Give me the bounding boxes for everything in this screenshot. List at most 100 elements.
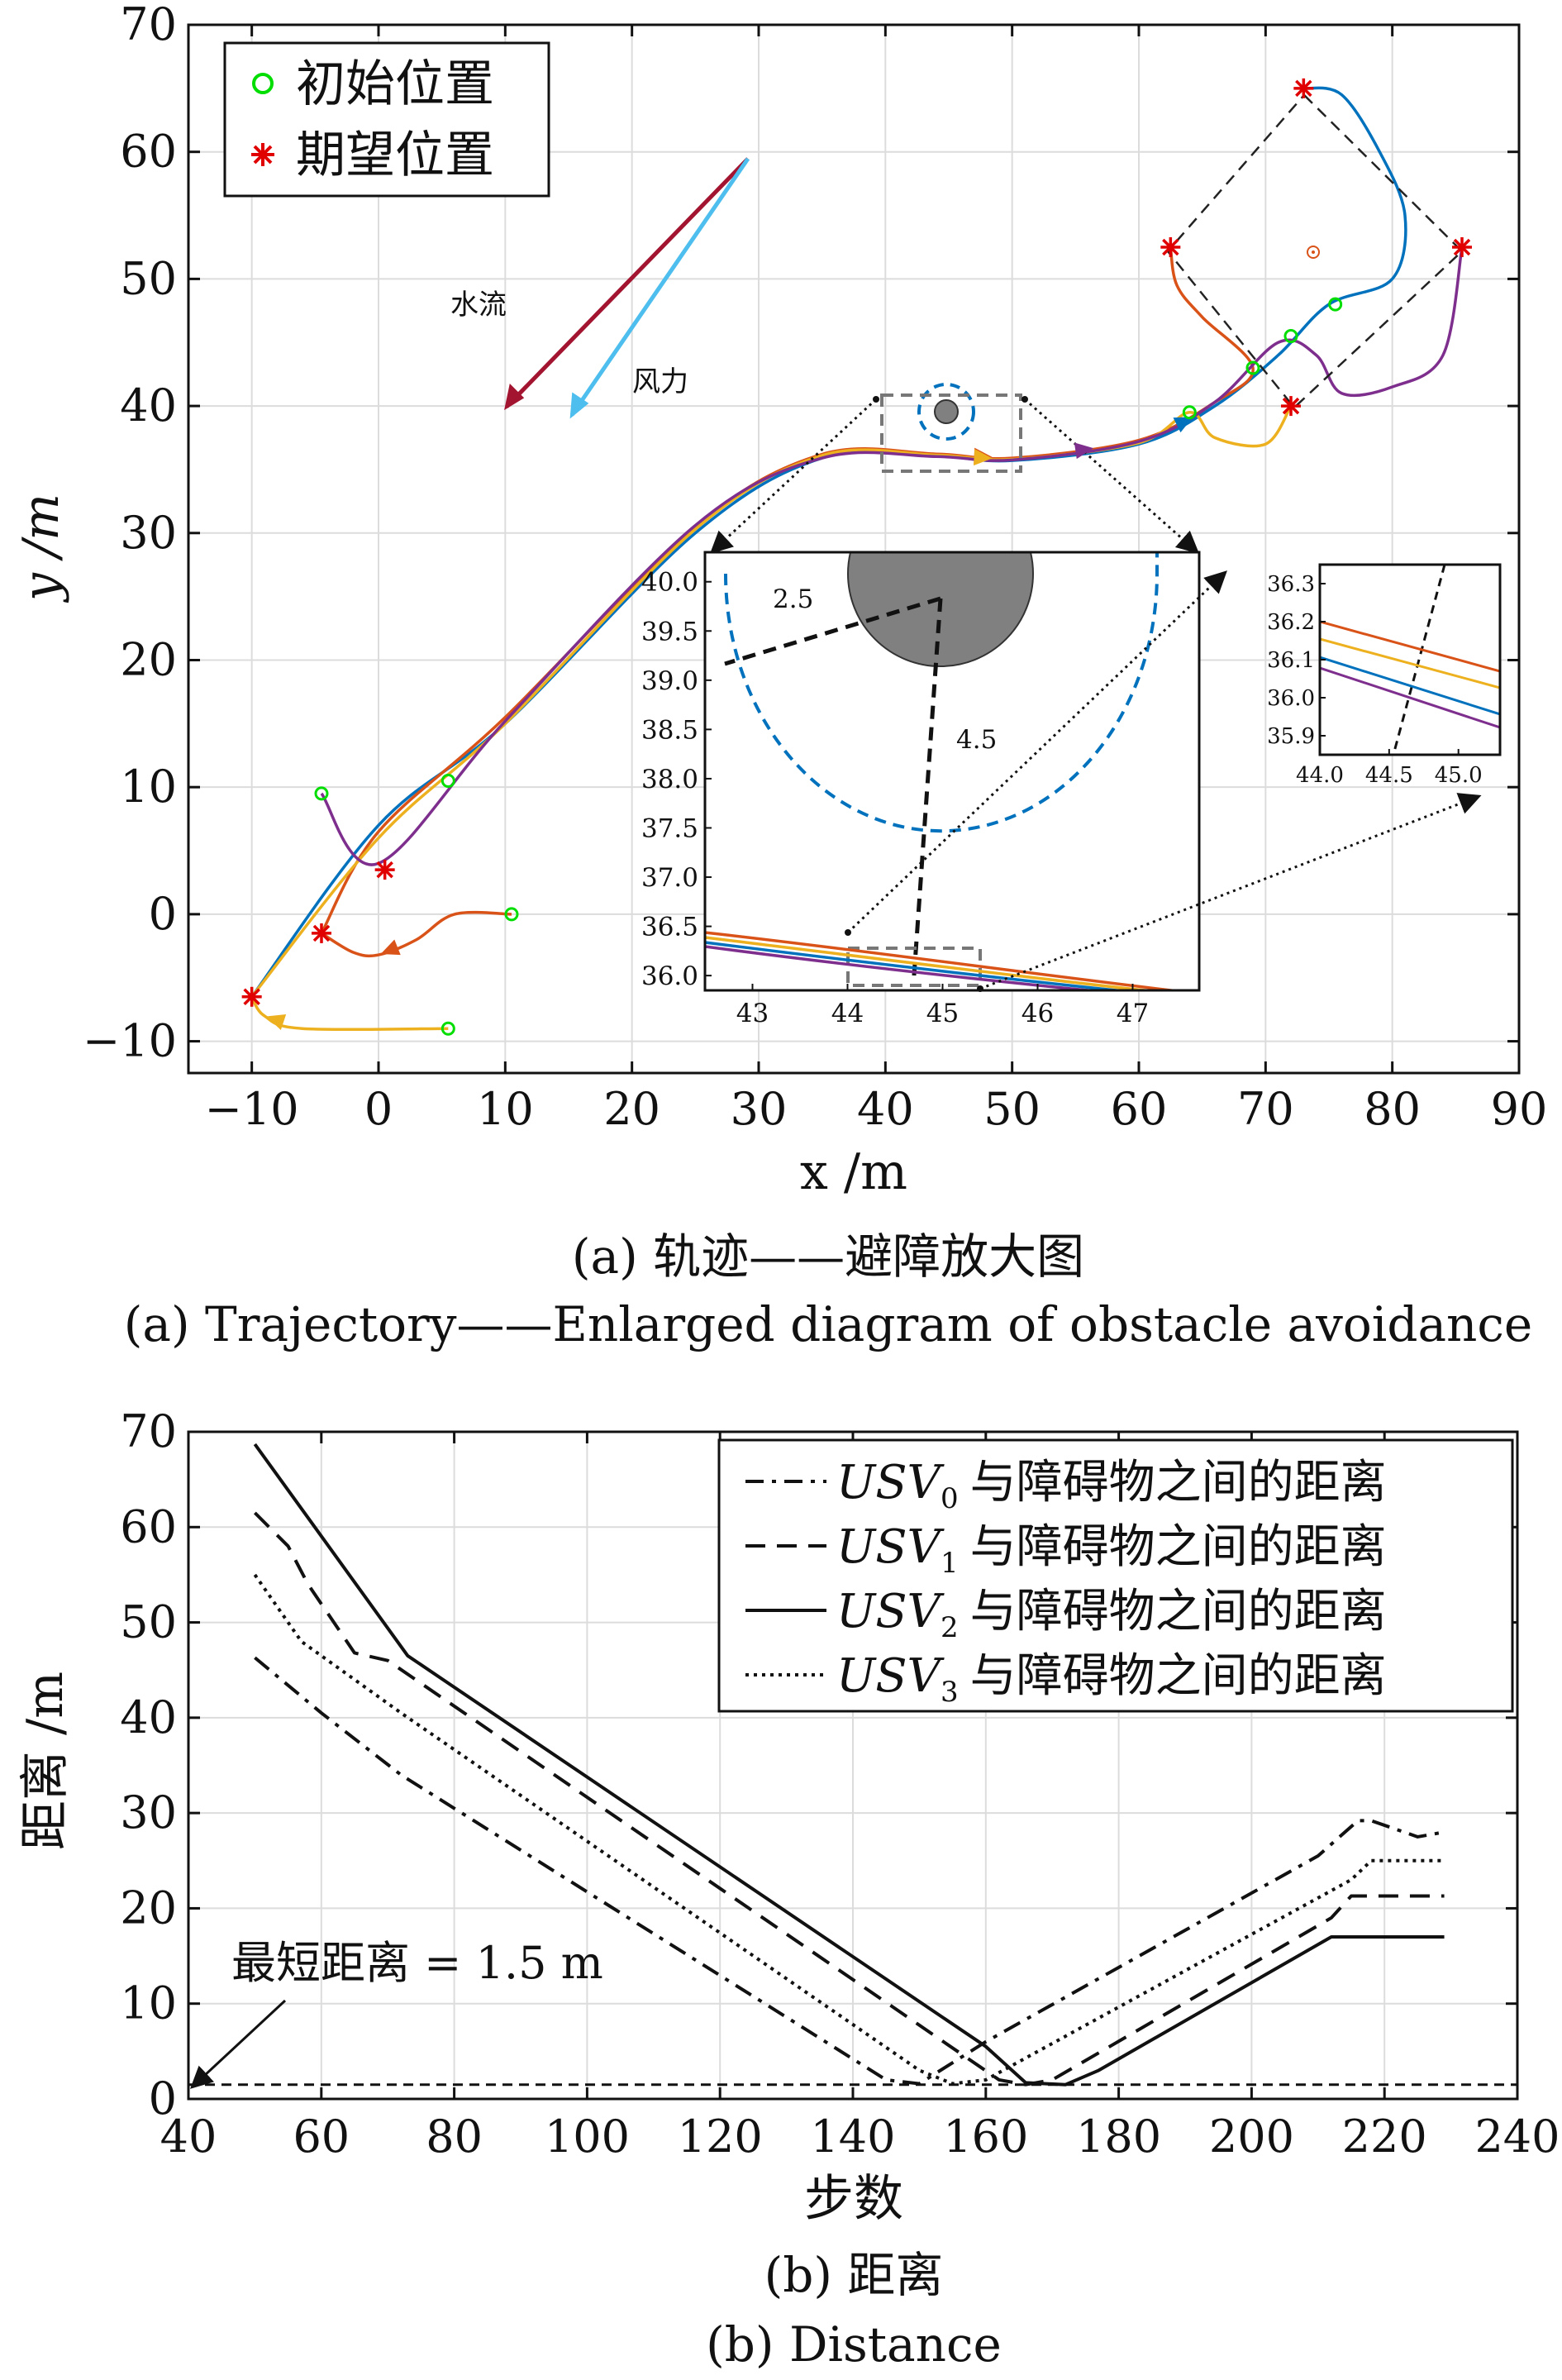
trajectory-direction-arrow — [1173, 417, 1193, 433]
zoom-connector-dot — [1021, 396, 1028, 403]
top-tick-label-y: 50 — [120, 252, 177, 304]
legend-entry-usv: USV — [836, 1585, 945, 1638]
inset-to-inset2-connector — [846, 570, 1227, 934]
top-tick-label-x: 60 — [1111, 1083, 1168, 1135]
inset-usv1-path — [705, 931, 1183, 990]
inset-tick-label-x: 44 — [831, 999, 864, 1028]
bottom-tick-label-y: 10 — [120, 1977, 177, 2029]
bottom-caption-cn: (b) 距离 — [764, 2247, 944, 2303]
distance-line-usv2 — [253, 1443, 1445, 2087]
top-tick-label-y: 30 — [120, 507, 177, 559]
target-position-marker — [241, 986, 262, 1007]
distance-line-usv0 — [254, 1656, 1445, 2086]
bottom-tick-label-x: 180 — [1076, 2111, 1161, 2163]
inset-tick-label-y: 37.5 — [641, 813, 698, 843]
path-zoom-inset: 44.0 44.5 45.0 35.9 36.0 36.1 36.2 36.3 — [1267, 563, 1502, 788]
legend-entry: USV2 与障碍物之间的距离 — [836, 1585, 1387, 1644]
top-tick-label-x: 50 — [983, 1083, 1041, 1135]
bottom-tick-label-x: 160 — [943, 2111, 1028, 2163]
legend-entry-subscript: 3 — [941, 1676, 959, 1709]
inset-tick-label-y: 36.5 — [641, 913, 698, 942]
trajectory-line-usv1 — [321, 910, 512, 958]
inset2-tick-label-x: 45.0 — [1435, 763, 1483, 788]
start-position-marker — [504, 907, 519, 922]
trajectory-direction-arrow — [266, 1014, 287, 1031]
bottom-tick-label-x: 140 — [810, 2111, 895, 2163]
top-xlabel: x /m — [800, 1143, 907, 1201]
inset-tick-label-y: 38.0 — [641, 765, 698, 794]
obstacle-safety-ring — [917, 383, 975, 441]
inset2-distance-line — [1392, 565, 1446, 755]
target-legend-marker — [251, 143, 274, 166]
bottom-caption-en: (b) Distance — [706, 2316, 1002, 2373]
top-caption-cn: (a) 轨迹——避障放大图 — [572, 1228, 1084, 1285]
inset2-tick-label-y: 36.2 — [1267, 610, 1315, 635]
trajectory-line-usv2 — [250, 995, 449, 1032]
bottom-tick-label-x: 40 — [160, 2111, 217, 2163]
inset-tick-label-x: 43 — [736, 999, 769, 1028]
inset-distance-label: 4.5 — [956, 725, 997, 755]
inset-safety-circle — [724, 552, 1159, 833]
distance-chart: 40 60 80 100 120 140 160 180 200 220 2400102030405… — [17, 1405, 1560, 2373]
target-position-marker — [312, 923, 331, 943]
inset-tick-label-y: 39.5 — [641, 617, 698, 646]
water-current-arrowhead — [504, 383, 525, 411]
bottom-tick-label-x: 60 — [293, 2111, 350, 2163]
inset-tick-label-x: 46 — [1021, 999, 1054, 1028]
trajectory-line-usv3 — [320, 246, 1464, 866]
formation-center-dot — [1312, 250, 1315, 254]
top-tick-label-y: 20 — [120, 633, 177, 685]
bottom-xlabel: 步数 — [804, 2170, 903, 2228]
water-current-arrow — [505, 157, 750, 408]
top-tick-label-y: 10 — [120, 761, 177, 813]
legend-entry-text: 与障碍物之间的距离 — [970, 1520, 1387, 1574]
top-caption-en: (a) Trajectory——Enlarged diagram of obst… — [124, 1296, 1532, 1352]
obstacle-zoom-inset: 2.5 4.5 43 44 45 46 47 36.0 36.5 37.0 37.5 38.0 38… — [641, 551, 1482, 1028]
bottom-tick-label-y: 0 — [149, 2072, 177, 2125]
start-position-marker — [1328, 297, 1343, 312]
legend-entry-usv: USV — [836, 1649, 945, 1703]
legend-entry: USV0 与障碍物之间的距离 — [836, 1456, 1387, 1515]
top-tick-label-x: 10 — [477, 1083, 534, 1135]
bottom-tick-label-y: 70 — [120, 1405, 177, 1457]
start-position-marker — [1245, 360, 1260, 375]
inset-tick-label-x: 47 — [1117, 999, 1149, 1028]
top-tick-label-y: 60 — [120, 126, 177, 178]
inset-tick-label-y: 37.0 — [641, 863, 698, 893]
start-position-marker — [441, 773, 455, 788]
bottom-tick-label-y: 20 — [120, 1882, 177, 1934]
legend-entry-usv: USV — [836, 1520, 945, 1574]
inset2-tick-label-y: 36.0 — [1267, 686, 1315, 711]
target-position-marker — [1160, 236, 1181, 257]
legend-entry-subscript: 1 — [941, 1547, 959, 1580]
top-tick-label-x: 40 — [857, 1083, 914, 1135]
bottom-ylabel: 距离 /m — [17, 1672, 74, 1850]
inset-tick-label-y: 36.0 — [641, 961, 698, 991]
top-tick-label-x: 80 — [1364, 1083, 1421, 1135]
min-distance-arrow — [190, 1999, 287, 2089]
inset-tick-label-y: 38.5 — [641, 715, 698, 745]
trajectory-direction-arrows — [266, 417, 1193, 1031]
distance-line-usv3 — [253, 1573, 1445, 2086]
start-legend-label: 初始位置 — [296, 55, 494, 113]
distance-line-usv1 — [253, 1511, 1445, 2087]
target-position-marker — [1452, 236, 1472, 257]
wind-label: 风力 — [632, 365, 688, 398]
target-legend-label: 期望位置 — [296, 126, 494, 184]
inset2-tick-label-y: 36.3 — [1267, 572, 1315, 597]
top-tick-label-y: 70 — [120, 0, 177, 50]
inset-tick-label-y: 39.0 — [641, 666, 698, 696]
bottom-tick-label-y: 50 — [120, 1596, 177, 1648]
inset-usv0-path — [705, 941, 1131, 990]
top-plot-frame — [187, 23, 1521, 1075]
zoom-connector-right — [1024, 398, 1200, 554]
inset-ticks: 43 44 45 46 47 36.0 36.5 37.0 37.5 38.0 38.5 39.0 39… — [641, 568, 1149, 1028]
inset2-background — [1320, 565, 1500, 755]
bottom-tick-label-x: 200 — [1209, 2111, 1294, 2163]
trajectory-line-usv2 — [250, 405, 1293, 998]
legend-entry-text: 与障碍物之间的距离 — [970, 1456, 1387, 1510]
top-legend: 初始位置 期望位置 — [223, 41, 550, 198]
legend-entry-subscript: 0 — [941, 1482, 959, 1515]
top-trajectories — [250, 86, 1464, 1032]
